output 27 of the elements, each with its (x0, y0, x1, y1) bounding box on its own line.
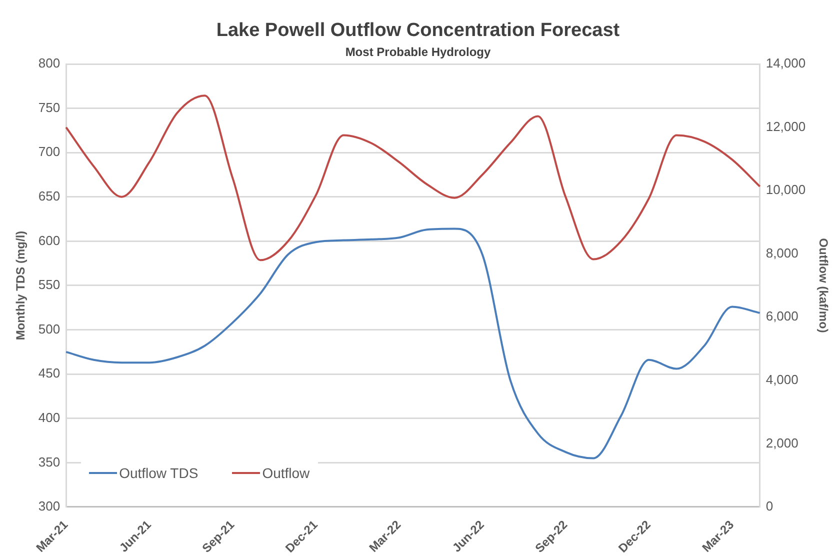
y-tick-label: 350 (38, 454, 60, 470)
y-tick-label: 750 (38, 100, 60, 115)
line-series (65, 94, 761, 262)
y-tick-label: 650 (38, 188, 60, 204)
y-tick-label: 400 (38, 410, 60, 425)
y2-tick-label: 0 (766, 498, 774, 514)
y-tick-label: 700 (38, 144, 60, 160)
legend-label: Outflow TDS (119, 464, 198, 481)
y-tick-label: 600 (38, 232, 60, 248)
chart-title: Lake Powell Outflow Concentration Forecast (215, 20, 621, 42)
line-series (65, 228, 761, 460)
y2-tick-label: 14,000 (766, 56, 806, 71)
y-tick-label: 500 (38, 321, 60, 336)
y2-tick-label: 10,000 (766, 182, 806, 198)
y-tick-label: 450 (38, 366, 60, 381)
y2-tick-label: 4,000 (766, 372, 798, 387)
y-tick-label: 550 (38, 277, 60, 292)
y2-tick-label: 8,000 (766, 245, 798, 260)
y2-tick-label: 6,000 (766, 308, 798, 324)
chart-subtitle: Most Probable Hydrology (345, 45, 491, 59)
y2-tick-label: 2,000 (766, 435, 798, 450)
y-tick-label: 300 (38, 498, 60, 514)
y2-axis-title: Outflow (kaf/mo) (816, 238, 830, 333)
legend-label: Outflow (262, 464, 310, 481)
y-axis-title: Monthly TDS (mg/l) (14, 230, 28, 340)
y2-tick-label: 12,000 (766, 118, 806, 134)
y-tick-label: 800 (38, 56, 60, 71)
